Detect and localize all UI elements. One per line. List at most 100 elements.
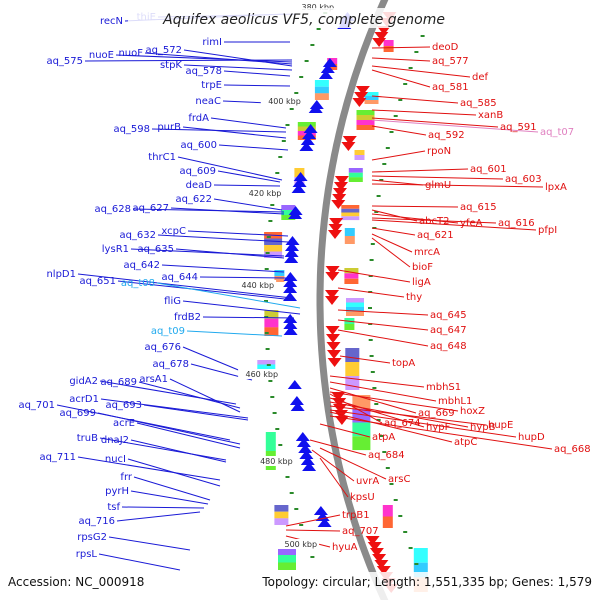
gene-label-aq-585[interactable]: aq_585 [460,98,497,109]
gene-label-aq-581[interactable]: aq_581 [432,82,469,93]
gene-label-aq-701[interactable]: aq_701 [18,400,55,411]
gene-label-acre[interactable]: acrE [113,418,135,429]
gene-label-aq-678[interactable]: aq_678 [152,359,189,370]
gene-label-rpsl[interactable]: rpsL [76,549,98,560]
gene-label-atpc[interactable]: atpC [454,437,477,448]
gene-label-biof[interactable]: bioF [412,262,433,273]
gene-label-topa[interactable]: topA [392,358,415,369]
gene-label-mbhl1[interactable]: mbhL1 [438,396,472,407]
gene-label-arsc[interactable]: arsC [388,474,410,485]
gene-label-frr[interactable]: frr [120,472,132,483]
gene-label-hypf[interactable]: hypF [426,422,451,433]
gene-label-aq-648[interactable]: aq_648 [430,341,467,352]
gene-label-aq-676[interactable]: aq_676 [144,342,181,353]
gene-label-hoxz[interactable]: hoxZ [460,406,485,417]
gene-label-trpe[interactable]: trpE [201,80,222,91]
gene-label-aq-628[interactable]: aq_628 [94,204,131,215]
gene-label-nuoe[interactable]: nuoE [89,50,114,61]
gene-label-aq-603[interactable]: aq_603 [505,174,542,185]
gene-label-aq-716[interactable]: aq_716 [78,516,115,527]
gene-label-liga[interactable]: ligA [412,277,431,288]
gene-label-mrca[interactable]: mrcA [414,247,440,258]
gene-label-hupd[interactable]: hupD [518,432,545,443]
gene-label-thy[interactable]: thy [406,292,422,303]
gene-label-aq-598[interactable]: aq_598 [113,124,150,135]
gene-label-gida2[interactable]: gidA2 [69,376,98,387]
gene-label-aq-674[interactable]: aq_674 [384,418,421,429]
gene-label-rpon[interactable]: rpoN [427,146,451,157]
gene-label-frdb2[interactable]: frdB2 [174,312,201,323]
gene-label-uvra[interactable]: uvrA [356,476,379,487]
gene-label-rpsg2[interactable]: rpsG2 [77,532,107,543]
gene-label-xcpc[interactable]: xcpC [161,226,186,237]
gene-label-aq-645[interactable]: aq_645 [430,310,467,321]
gene-label-dead[interactable]: deaD [186,180,213,191]
gene-label-aq-t08[interactable]: aq_t08 [121,278,155,289]
gene-label-yfea[interactable]: yfeA [460,218,483,229]
gene-label-aq-711[interactable]: aq_711 [39,452,76,463]
gene-label-aq-600[interactable]: aq_600 [180,140,217,151]
gene-label-def[interactable]: def [472,72,489,83]
gene-label-aq-578[interactable]: aq_578 [185,66,222,77]
gene-label-lpxa[interactable]: lpxA [545,182,567,193]
gene-label-aq-609[interactable]: aq_609 [179,166,216,177]
gene-label-pfpi[interactable]: pfpI [538,225,557,236]
gene-label-aq-647[interactable]: aq_647 [430,325,467,336]
gene-label-nuof[interactable]: nuoF [118,48,143,59]
gene-label-nlpd1[interactable]: nlpD1 [46,269,76,280]
gene-label-trub[interactable]: truB [77,433,98,444]
gene-label-aq-591[interactable]: aq_591 [500,122,537,133]
gene-label-aq-684[interactable]: aq_684 [368,450,405,461]
gene-label-rimi[interactable]: rimI [202,37,222,48]
gene-label-thrc1[interactable]: thrC1 [148,152,176,163]
gene-label-aq-601[interactable]: aq_601 [470,164,507,175]
gene-label-flig[interactable]: fliG [164,296,181,307]
gene-label-aq-632[interactable]: aq_632 [119,230,156,241]
gene-label-nuci[interactable]: nucI [105,454,126,465]
gene-label-aq-644[interactable]: aq_644 [161,272,198,283]
gene-label-aq-642[interactable]: aq_642 [123,260,160,271]
gene-label-glmu[interactable]: glmU [425,180,451,191]
gene-label-aq-693[interactable]: aq_693 [105,400,142,411]
gene-label-aq-707[interactable]: aq_707 [342,526,379,537]
inner-tick-mark [268,220,273,222]
gene-label-aq-575[interactable]: aq_575 [46,56,83,67]
gene-label-mbhs1[interactable]: mbhS1 [426,382,461,393]
gene-label-aq-621[interactable]: aq_621 [417,230,454,241]
gene-label-aq-651[interactable]: aq_651 [79,276,116,287]
gene-label-trpb1[interactable]: trpB1 [342,510,370,521]
gene-label-deod[interactable]: deoD [432,42,459,53]
gene-label-hypb[interactable]: hypB [470,422,496,433]
gene-label-aq-669[interactable]: aq_669 [418,408,455,419]
gene-label-aq-635[interactable]: aq_635 [137,244,174,255]
gene-label-hyua[interactable]: hyuA [332,542,358,553]
gene-label-aq-668[interactable]: aq_668 [554,444,591,455]
gene-label-recn[interactable]: recN [100,16,123,27]
gene-label-hupe[interactable]: hupE [488,420,513,431]
gene-label-aq-572[interactable]: aq_572 [145,45,182,56]
gene-label-atpa[interactable]: atpA [372,432,395,443]
gene-label-kpsu[interactable]: kpsU [350,492,375,503]
gene-label-aq-622[interactable]: aq_622 [175,194,212,205]
gene-label-aq-t07[interactable]: aq_t07 [540,127,574,138]
gene-label-aq-592[interactable]: aq_592 [428,130,465,141]
gene-label-aq-689[interactable]: aq_689 [100,377,137,388]
gene-label-aq-577[interactable]: aq_577 [432,56,469,67]
gene-label-aq-627[interactable]: aq_627 [132,203,169,214]
gene-label-neac[interactable]: neaC [195,96,221,107]
gene-label-dnaj2[interactable]: dnaJ2 [101,435,129,446]
gene-label-abct2[interactable]: abcT2 [419,216,449,227]
gene-label-aq-615[interactable]: aq_615 [460,202,497,213]
gene-label-aq-616[interactable]: aq_616 [498,218,535,229]
gene-label-arsa1[interactable]: arsA1 [139,374,168,385]
gene-label-acrd1[interactable]: acrD1 [69,394,99,405]
gene-label-aq-699[interactable]: aq_699 [59,408,96,419]
gene-label-lysr1[interactable]: lysR1 [102,244,129,255]
gene-label-purb[interactable]: purB [157,122,181,133]
gene-label-stpk[interactable]: stpK [160,60,182,71]
gene-label-xanb[interactable]: xanB [478,110,503,121]
gene-label-tsf[interactable]: tsf [107,502,120,513]
gene-label-aq-t09[interactable]: aq_t09 [151,326,185,337]
gene-label-frda[interactable]: frdA [188,113,209,124]
gene-label-pyrh[interactable]: pyrH [105,486,129,497]
